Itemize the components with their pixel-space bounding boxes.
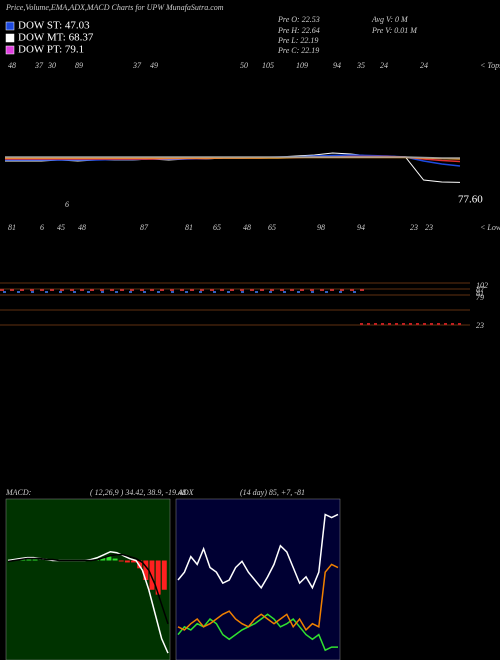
histogram-bar [26,559,32,561]
low-label: 48 [243,223,251,232]
series-line [7,553,169,625]
histogram-bar [112,558,118,561]
top-label: 89 [75,61,83,70]
histogram-bar [106,556,112,561]
histogram-bar [20,559,26,561]
legend-swatch [5,45,15,55]
volume-level: 81 [476,289,484,298]
histogram-bar [100,557,106,561]
histogram-bar [124,560,130,563]
low-label: 23 [425,223,433,232]
low-label: 23 [410,223,418,232]
stat-label: Pre V: 0.01 M [371,26,418,35]
volume-level: 23 [476,321,484,330]
stat-label: Pre O: 22.53 [277,15,320,24]
histogram-bar [161,560,167,590]
top-label: 50 [240,61,248,70]
macd-panel [5,498,171,660]
tops-label: < Tops [480,61,500,70]
low-label: 81 [8,223,16,232]
low-label: 48 [78,223,86,232]
legend-label: DOW MT: 68.37 [18,32,94,44]
top-label: 24 [420,61,428,70]
low-label: 6 [40,223,44,232]
low-label: 94 [357,223,365,232]
top-label: 94 [333,61,341,70]
top-label: 49 [150,61,158,70]
stat-label: Pre C: 22.19 [277,46,319,55]
lows-label: < Lows [480,223,500,232]
low-label: 98 [317,223,325,232]
histogram-bar [32,559,38,561]
volume-level: 102 [476,281,488,290]
histogram-bar [131,560,136,563]
series-line [177,513,339,590]
stat-label: Avg V: 0 M [371,15,409,24]
low-label: 87 [140,223,149,232]
title: Price,Volume,EMA,ADX,MACD Charts for UPW… [5,3,224,12]
adx-panel [175,498,341,660]
adx-title: ADX [177,488,195,497]
histogram-bar [137,560,143,569]
top-label: 37 [34,61,44,70]
top-label: 109 [296,61,308,70]
legend-swatch [5,21,15,31]
histogram-bar [118,560,124,562]
low-label: 45 [57,223,65,232]
volume-level: 79 [476,293,484,302]
annotation: 77.60 [458,194,483,206]
annotation: 6 [65,200,69,209]
top-label: 35 [356,61,365,70]
macd-title: MACD: [5,488,32,497]
series-line [177,563,339,632]
legend-label: DOW ST: 47.03 [18,20,90,32]
stat-label: Pre H: 22.64 [277,26,320,35]
macd-subtitle: ( 12,26,9 ) 34.42, 38.9, -19.48 [90,488,186,497]
histogram-bar [143,560,149,580]
top-label: 105 [262,61,274,70]
legend-label: DOW PT: 79.1 [18,44,84,56]
volume-bands [0,282,470,326]
top-label: 30 [47,61,56,70]
legend-swatch [5,33,15,43]
low-label: 65 [213,223,221,232]
series-line [5,156,460,159]
top-label: 48 [8,61,16,70]
top-label: 37 [132,61,142,70]
stat-label: Pre L: 22.19 [277,36,318,45]
histogram-bar [155,560,161,595]
top-label: 24 [380,61,388,70]
low-label: 81 [185,223,193,232]
low-label: 65 [268,223,276,232]
adx-subtitle: (14 day) 85, +7, -81 [240,488,305,497]
histogram-bar [149,560,155,590]
volume-level: 87 [476,285,485,294]
